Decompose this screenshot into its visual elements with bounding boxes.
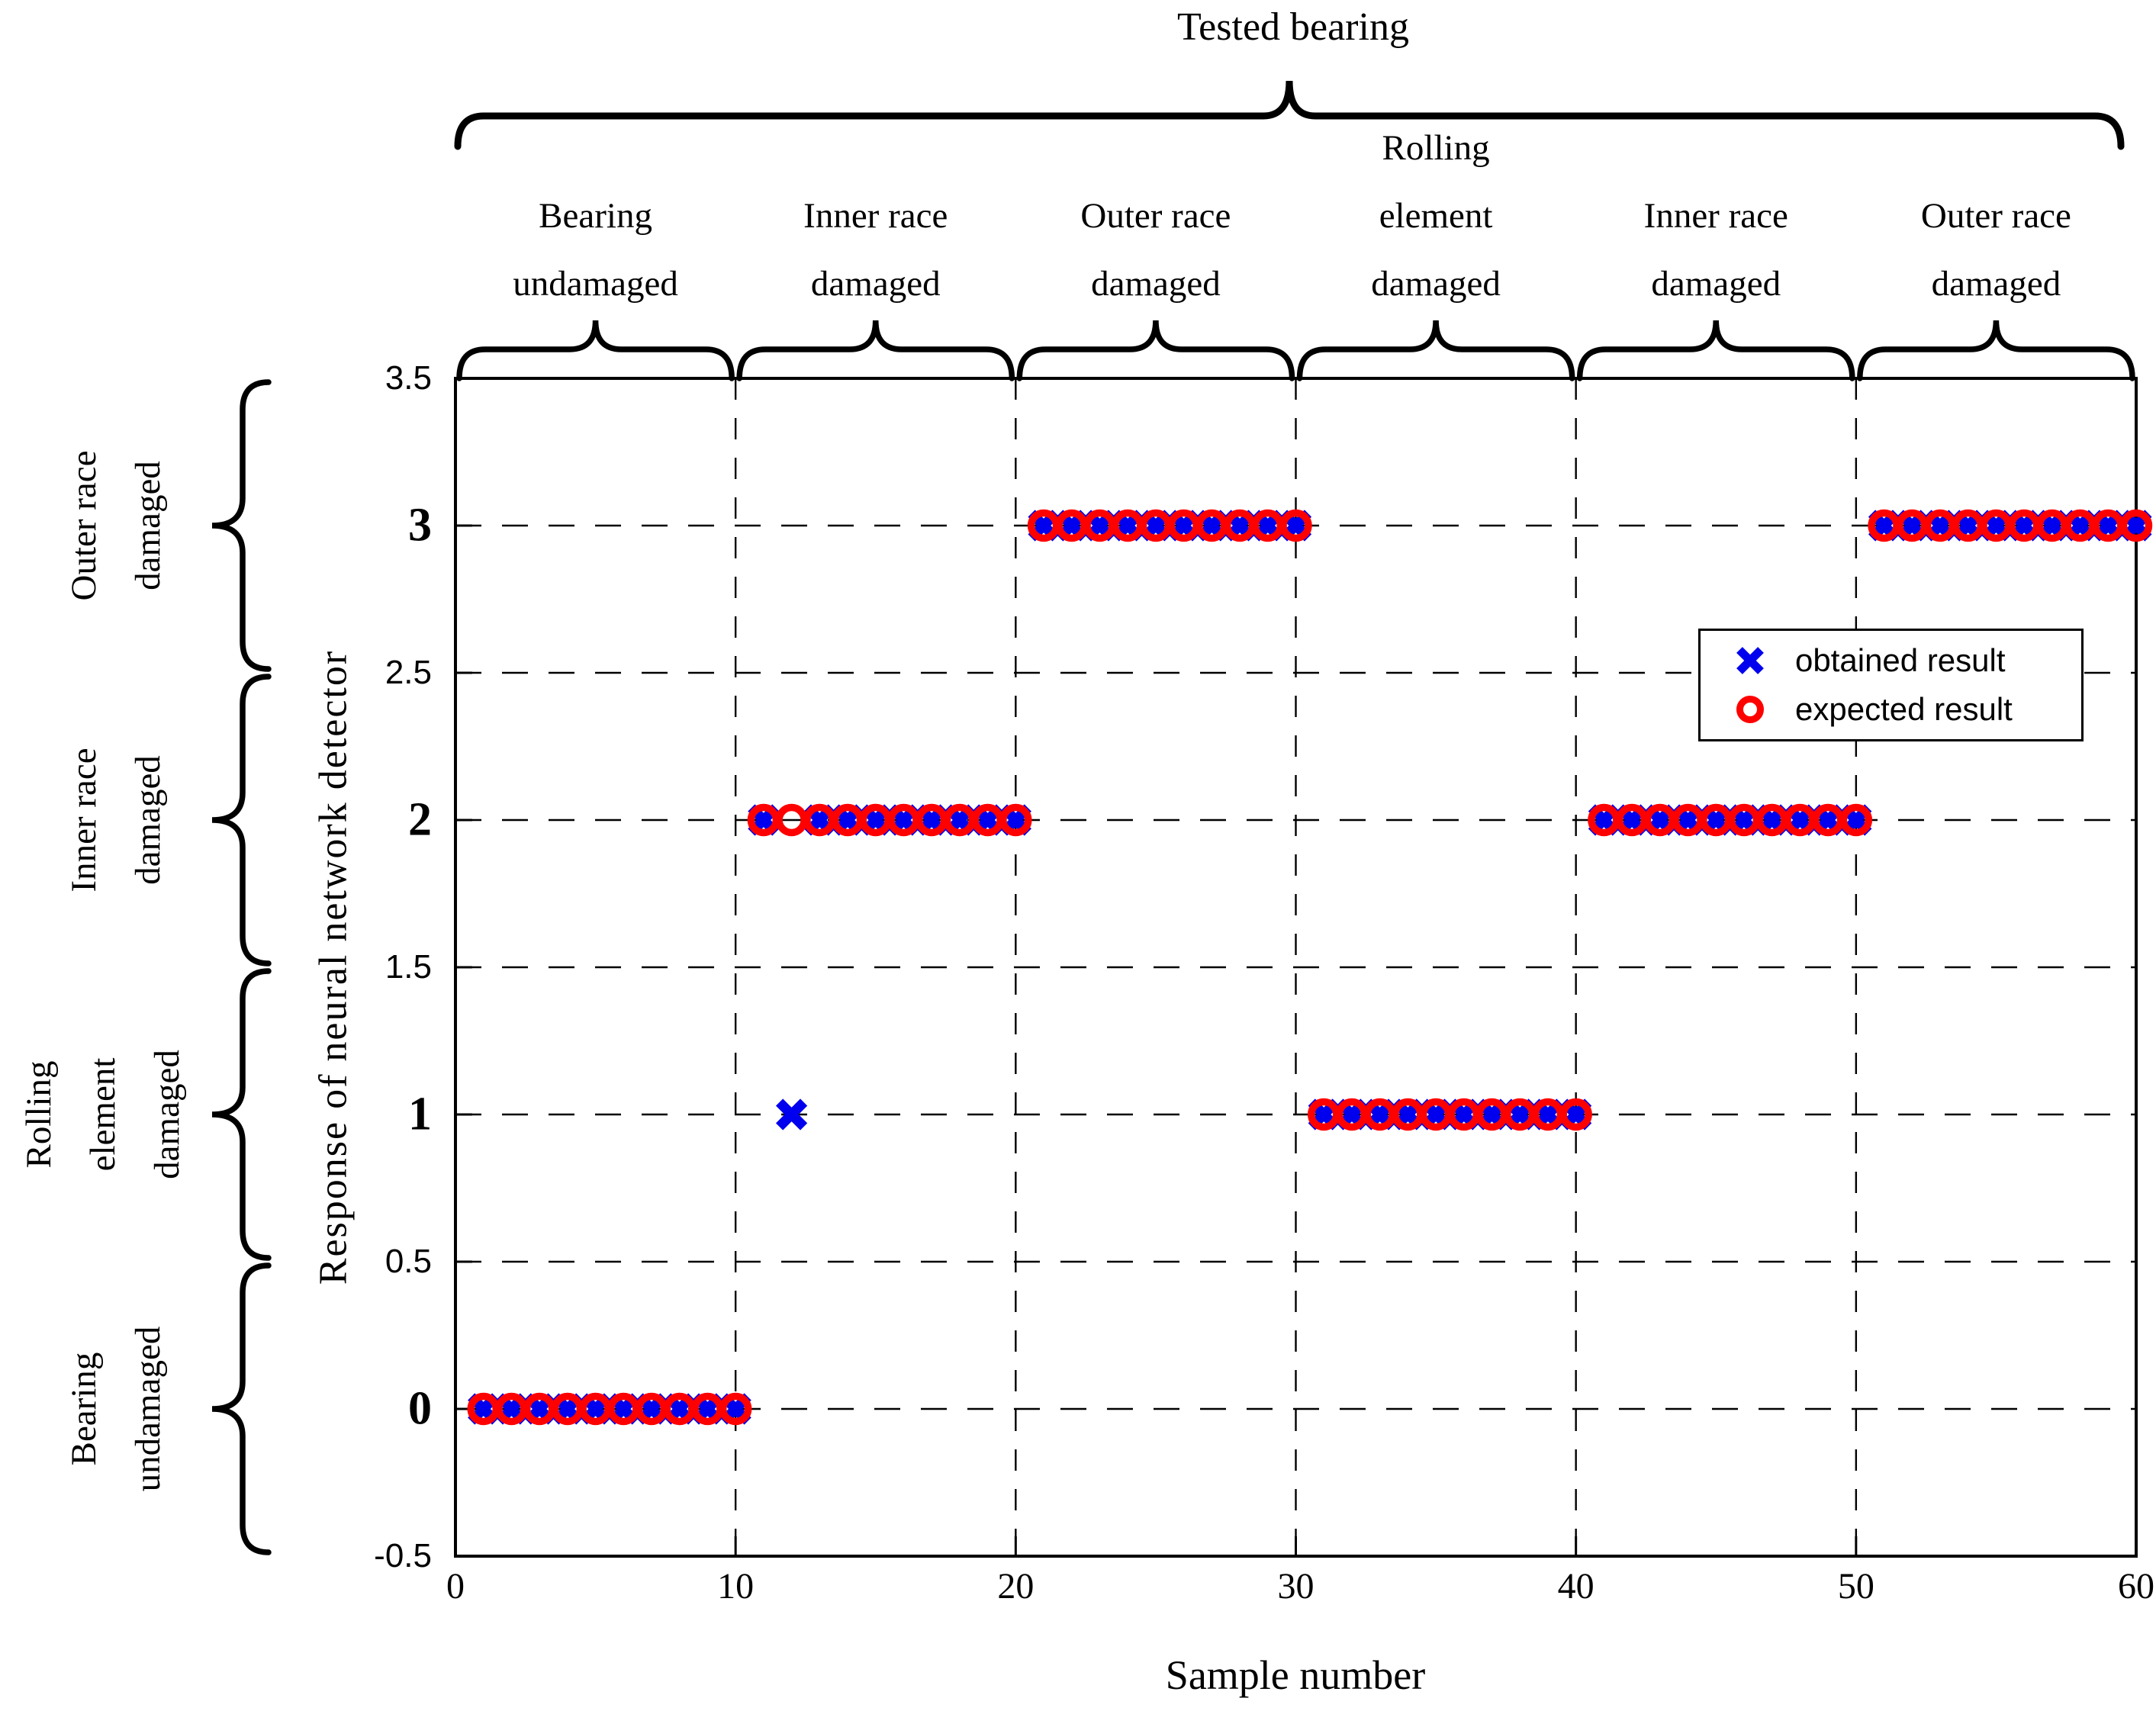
marker-expected-50 (1839, 803, 1873, 837)
y-tick-label-0.5: 0.5 (385, 1243, 432, 1280)
y-tick-label-3: 3 (408, 499, 432, 552)
x-tick-label-40: 40 (1557, 1566, 1594, 1606)
legend-label-expected: expected result (1795, 690, 2013, 727)
x-tick-label-60: 60 (2118, 1566, 2154, 1606)
marker-expected-30 (1279, 509, 1312, 542)
circle-marker-icon (1736, 695, 1764, 723)
top-group-brace-1 (736, 320, 1015, 381)
y-tick-label--0.5: -0.5 (374, 1537, 432, 1574)
marker-obtained-12 (776, 1098, 808, 1130)
y-tick-label-2: 2 (408, 793, 432, 846)
left-category-label-2: Rolling element damaged (19, 1050, 187, 1179)
x-tick-label-50: 50 (1837, 1566, 1874, 1606)
y-tick-label-3.5: 3.5 (385, 359, 432, 397)
left-category-brace-3 (211, 1262, 272, 1555)
marker-expected-10 (719, 1392, 752, 1426)
top-group-brace-5 (1857, 320, 2135, 381)
marker-expected-20 (999, 803, 1032, 837)
legend: obtained result expected result (1698, 629, 2084, 741)
top-group-brace-3 (1296, 320, 1575, 381)
chart-title: Tested bearing (1177, 5, 1409, 49)
y-tick-label-1: 1 (408, 1088, 432, 1140)
left-category-label-1: Inner race damaged (64, 748, 168, 892)
top-group-label-4: Inner race damaged (1643, 196, 1788, 304)
x-tick-label-10: 10 (717, 1566, 755, 1606)
top-group-label-5: Outer race damaged (1920, 196, 2071, 304)
top-group-label-1: Inner race damaged (803, 196, 948, 304)
left-category-brace-0 (211, 379, 272, 672)
top-group-brace-0 (456, 320, 735, 381)
tested-bearing-brace (454, 80, 2125, 150)
legend-item-obtained: obtained result (1733, 642, 2081, 679)
x-tick-label-30: 30 (1277, 1566, 1315, 1606)
top-group-label-3: Rolling element damaged (1371, 128, 1501, 304)
x-tick-label-0: 0 (446, 1566, 465, 1606)
legend-item-expected: expected result (1733, 691, 2081, 728)
left-category-label-0: Outer race damaged (64, 450, 168, 601)
x-tick-label-20: 20 (997, 1566, 1035, 1606)
top-group-label-0: Bearing undamaged (513, 196, 678, 304)
left-category-brace-2 (211, 968, 272, 1261)
y-tick-label-0: 0 (408, 1382, 432, 1435)
top-group-brace-4 (1576, 320, 1855, 381)
legend-label-obtained: obtained result (1795, 642, 2006, 679)
top-group-label-2: Outer race damaged (1080, 196, 1231, 304)
x-axis-label: Sample number (1165, 1652, 1426, 1698)
top-group-brace-2 (1016, 320, 1295, 381)
y-tick-label-1.5: 1.5 (385, 948, 432, 986)
marker-expected-40 (1559, 1098, 1592, 1131)
y-tick-label-2.5: 2.5 (385, 654, 432, 691)
x-marker-icon (1736, 647, 1764, 675)
left-category-label-3: Bearing undamaged (64, 1326, 168, 1492)
marker-expected-60 (2119, 509, 2153, 542)
left-category-brace-1 (211, 674, 272, 966)
